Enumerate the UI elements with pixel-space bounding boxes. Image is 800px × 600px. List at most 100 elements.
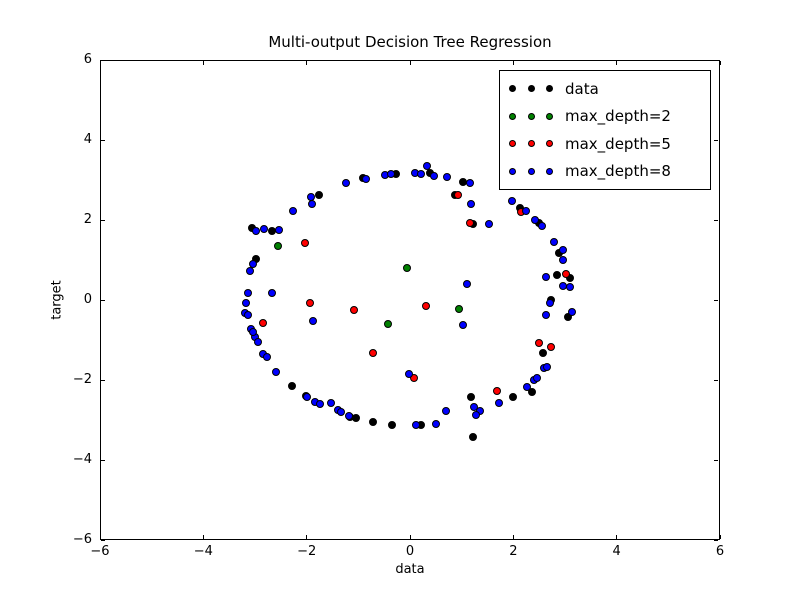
y-tick-mark	[101, 219, 105, 221]
data-point-data	[553, 270, 562, 279]
data-point-max_depth=8	[303, 393, 312, 402]
x-tick-mark	[306, 535, 308, 539]
x-tick-mark	[719, 535, 721, 539]
x-tick-mark	[202, 535, 204, 539]
data-point-max_depth=8	[268, 288, 277, 297]
data-point-max_depth=5	[492, 387, 501, 396]
data-point-max_depth=8	[507, 196, 516, 205]
y-tick-mark-right	[714, 299, 718, 301]
data-point-max_depth=8	[289, 206, 298, 215]
data-point-max_depth=5	[259, 319, 268, 328]
data-point-max_depth=5	[410, 374, 419, 382]
data-point-data	[288, 382, 297, 390]
data-point-max_depth=8	[327, 399, 336, 408]
x-tick-mark-top	[616, 61, 618, 65]
data-point-max_depth=8	[337, 408, 346, 416]
x-tick-label: 6	[715, 544, 725, 559]
data-point-max_depth=8	[386, 170, 395, 178]
data-point-max_depth=8	[244, 288, 253, 297]
legend-entry: max_depth=2	[500, 103, 710, 129]
data-point-max_depth=8	[308, 200, 317, 208]
data-point-max_depth=8	[416, 170, 425, 178]
data-point-max_depth=8	[541, 311, 550, 320]
data-point-max_depth=8	[494, 399, 503, 408]
y-tick-label: 2	[83, 212, 92, 227]
legend-entry: data	[500, 76, 710, 102]
data-point-data	[466, 393, 475, 402]
data-point-max_depth=8	[251, 226, 260, 235]
legend-marker-dots	[509, 85, 553, 93]
data-point-max_depth=8	[566, 283, 575, 292]
data-point-max_depth=8	[423, 162, 432, 170]
legend-label: data	[565, 79, 599, 98]
data-point-max_depth=8	[462, 280, 471, 288]
legend-dot-icon	[509, 140, 516, 148]
data-point-max_depth=8	[254, 338, 263, 346]
data-point-max_depth=8	[248, 328, 257, 336]
legend-label: max_depth=2	[565, 107, 671, 126]
data-point-max_depth=8	[245, 266, 254, 275]
legend-marker-dots	[509, 140, 553, 148]
data-point-max_depth=8	[341, 178, 350, 187]
legend-dot-icon	[509, 167, 516, 175]
data-point-max_depth=8	[522, 383, 531, 392]
data-point-max_depth=8	[558, 256, 567, 264]
data-point-max_depth=8	[442, 407, 451, 416]
data-point-max_depth=8	[344, 412, 353, 420]
data-point-max_depth=2	[274, 242, 283, 250]
x-tick-mark	[99, 535, 101, 539]
data-point-data	[527, 388, 536, 396]
legend-dot-icon	[509, 85, 516, 93]
y-tick-label: −6	[72, 532, 92, 547]
x-tick-label: −4	[193, 544, 213, 559]
legend: data max_depth=2 max_depth=5 max_depth=8	[499, 70, 711, 190]
x-tick-label: 4	[612, 544, 621, 559]
data-point-max_depth=5	[350, 306, 359, 314]
x-tick-mark-top	[719, 61, 721, 65]
x-tick-mark	[616, 535, 618, 539]
y-tick-mark-right	[714, 59, 718, 61]
data-point-data	[387, 421, 396, 430]
x-tick-mark	[512, 535, 514, 539]
y-tick-mark	[101, 459, 105, 461]
data-point-max_depth=8	[244, 311, 253, 320]
x-tick-mark	[409, 535, 411, 539]
legend-dot-icon	[546, 112, 553, 120]
y-tick-mark-right	[714, 139, 718, 141]
data-point-max_depth=8	[308, 317, 317, 326]
y-tick-mark-right	[714, 539, 718, 541]
data-point-max_depth=8	[472, 411, 481, 420]
y-tick-label: 0	[83, 292, 92, 307]
x-tick-mark-top	[202, 61, 204, 65]
data-point-max_depth=8	[443, 172, 452, 181]
data-point-max_depth=8	[533, 374, 542, 382]
legend-label: max_depth=5	[565, 134, 671, 153]
data-point-max_depth=8	[429, 172, 438, 180]
y-tick-mark-right	[714, 379, 718, 381]
x-tick-mark-top	[409, 61, 411, 65]
data-point-max_depth=8	[242, 299, 251, 308]
x-tick-label: −2	[297, 544, 317, 559]
data-point-max_depth=8	[412, 421, 421, 430]
data-point-data	[368, 418, 377, 426]
chart-title: Multi-output Decision Tree Regression	[268, 33, 552, 51]
data-point-data	[508, 393, 517, 402]
data-point-max_depth=5	[535, 339, 544, 348]
data-point-max_depth=5	[562, 270, 571, 278]
x-tick-label: 0	[405, 544, 415, 559]
y-tick-mark	[101, 539, 105, 541]
data-point-max_depth=5	[422, 302, 431, 310]
data-point-max_depth=2	[383, 320, 392, 328]
data-point-max_depth=2	[455, 305, 464, 314]
data-point-data	[315, 191, 324, 200]
data-point-data	[566, 274, 575, 282]
data-point-max_depth=8	[459, 321, 468, 330]
data-point-max_depth=5	[547, 343, 556, 352]
y-tick-mark-right	[714, 219, 718, 221]
y-tick-mark	[101, 139, 105, 141]
legend-dot-icon	[546, 85, 553, 93]
data-point-max_depth=8	[550, 237, 559, 246]
data-point-max_depth=8	[567, 308, 576, 316]
data-point-data	[538, 349, 547, 358]
data-point-max_depth=8	[263, 353, 272, 362]
